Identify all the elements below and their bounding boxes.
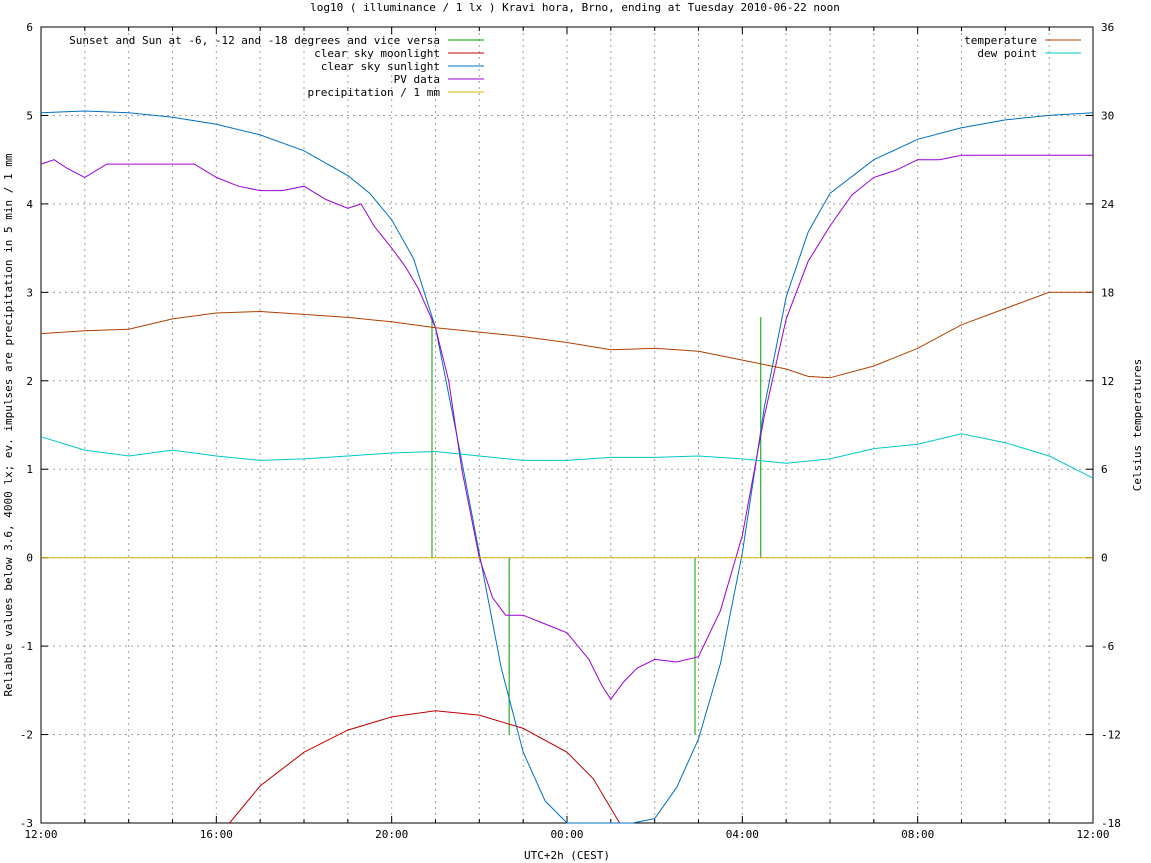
series-clear-sky-moonlight <box>229 710 621 824</box>
legend-label: precipitation / 1 mm <box>308 86 441 99</box>
y-tick-label: 5 <box>26 109 33 122</box>
chart-title: log10 ( illuminance / 1 lx ) Kravi hora,… <box>310 1 840 14</box>
x-tick-label: 20:00 <box>375 828 408 841</box>
legend-label: clear sky moonlight <box>314 47 440 60</box>
y2-tick-label: 24 <box>1101 198 1115 211</box>
y-tick-label: -2 <box>20 729 33 742</box>
y2-tick-label: -18 <box>1101 817 1121 830</box>
y-tick-label: 4 <box>26 198 33 211</box>
series-dew-point <box>40 433 1094 479</box>
x-axis-ticks: 12:00 16:00 20:00 00:00 04:00 08:00 12:00 <box>24 27 1110 841</box>
x-axis-label: UTC+2h (CEST) <box>524 849 610 862</box>
legend-label: Sunset and Sun at -6, -12 and -18 degree… <box>69 34 440 47</box>
x-tick-label: 04:00 <box>726 828 759 841</box>
legend-label: PV data <box>394 73 440 86</box>
x-tick-label: 00:00 <box>550 828 583 841</box>
grid <box>41 27 1093 823</box>
y-tick-label: 1 <box>26 463 33 476</box>
x-tick-label: 16:00 <box>200 828 233 841</box>
y2-tick-label: 0 <box>1101 552 1108 565</box>
x-tick-label: 12:00 <box>24 828 57 841</box>
legend-label: dew point <box>977 47 1037 60</box>
series-temperature <box>40 291 1093 379</box>
y2-tick-label: 6 <box>1101 463 1108 476</box>
y2-axis-label: Celsius temperatures <box>1131 359 1144 491</box>
legend-label: temperature <box>964 34 1037 47</box>
y-axis-ticks: -3 -2 -1 0 1 2 3 4 5 6 <box>20 21 48 830</box>
y-tick-label: 0 <box>26 552 33 565</box>
y2-tick-label: 18 <box>1101 286 1114 299</box>
y-tick-label: 6 <box>26 21 33 34</box>
y2-tick-label: -6 <box>1101 640 1114 653</box>
legend-label: clear sky sunlight <box>321 60 440 73</box>
y2-axis-ticks: -18 -12 -6 0 6 12 18 24 30 36 <box>1086 21 1121 830</box>
y-tick-label: 3 <box>26 286 33 299</box>
y-tick-label: -3 <box>20 817 33 830</box>
x-tick-label: 08:00 <box>901 828 934 841</box>
y2-tick-label: -12 <box>1101 729 1121 742</box>
y2-tick-label: 12 <box>1101 375 1114 388</box>
legend-left: Sunset and Sun at -6, -12 and -18 degree… <box>69 34 484 99</box>
y-tick-label: 2 <box>26 375 33 388</box>
series-lines <box>40 110 1094 824</box>
series-pv-data <box>40 154 1093 701</box>
y2-tick-label: 30 <box>1101 109 1114 122</box>
series-clear-sky-sunlight <box>40 110 1094 824</box>
y2-tick-label: 36 <box>1101 21 1114 34</box>
x-tick-label: 12:00 <box>1076 828 1109 841</box>
y-tick-label: -1 <box>20 640 33 653</box>
y-axis-label: Reliable values below 3.6, 4000 lx; ev. … <box>2 153 15 696</box>
